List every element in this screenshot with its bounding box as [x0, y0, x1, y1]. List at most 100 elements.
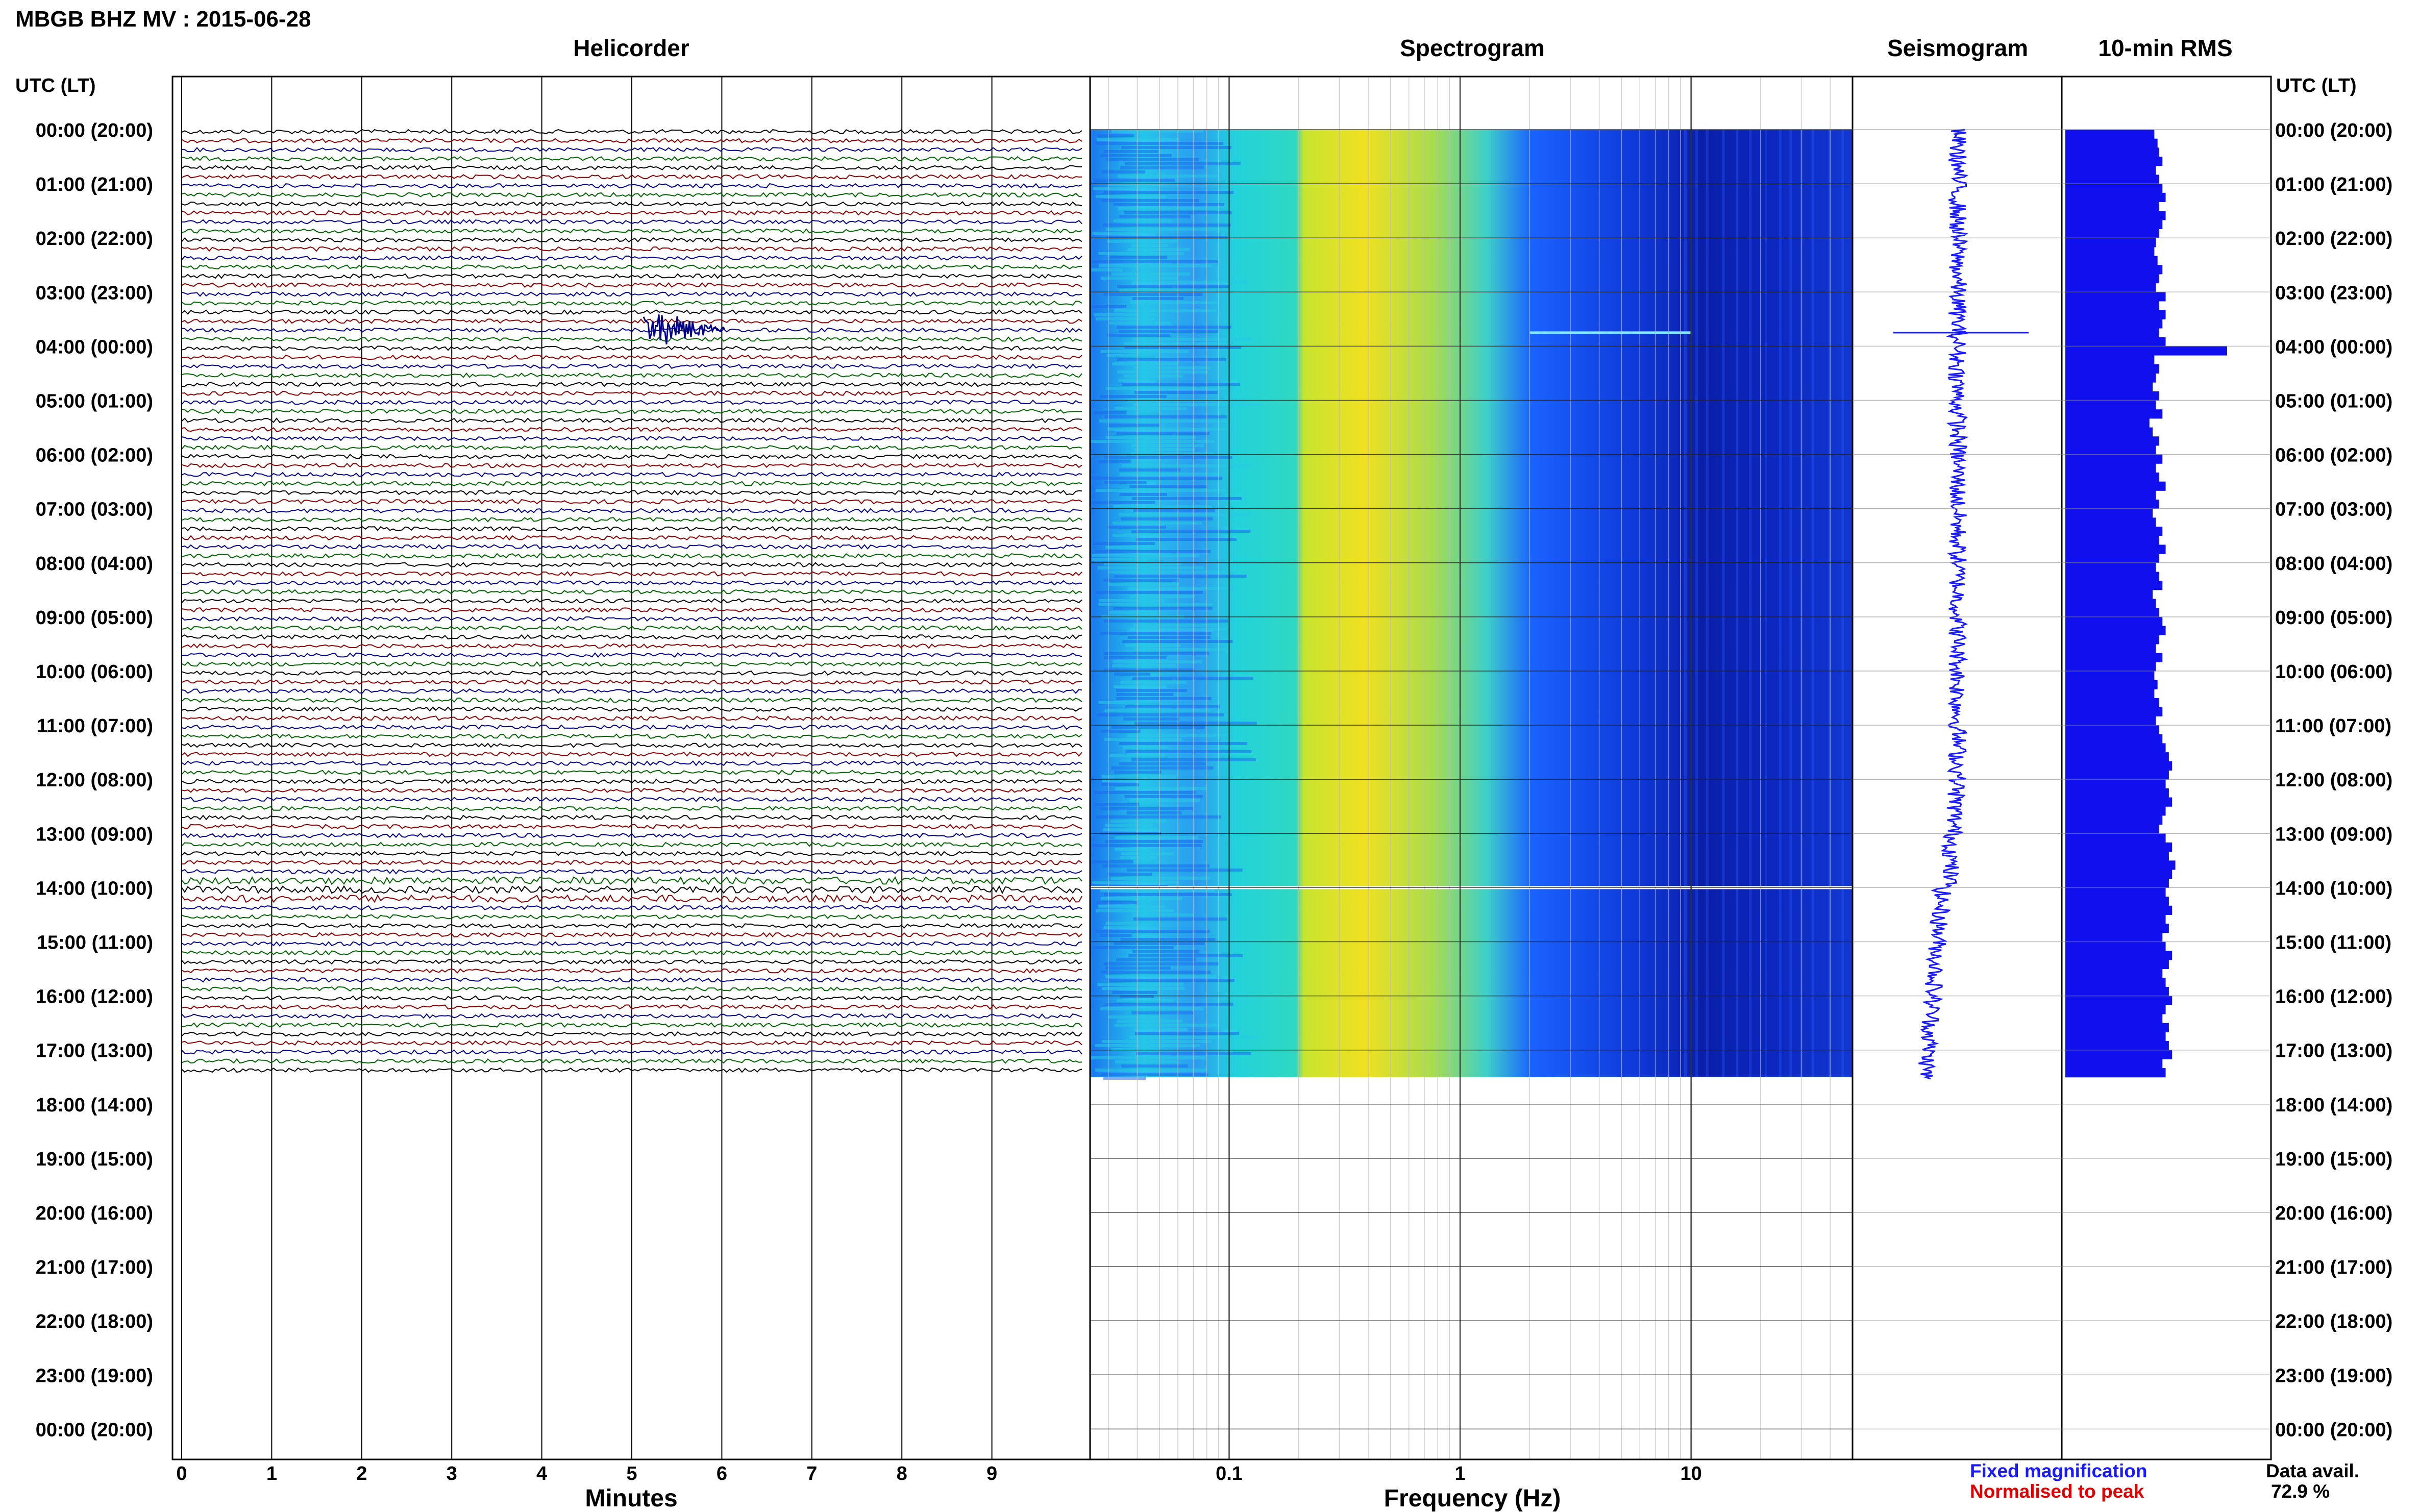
spectrogram-texture	[1100, 277, 1178, 280]
spectrogram-texture	[1127, 734, 1235, 737]
spectrogram-texture	[1114, 942, 1205, 945]
spectrogram-texture	[1119, 468, 1181, 472]
rms-bar	[2065, 680, 2158, 689]
rms-bar	[2065, 418, 2150, 428]
helicorder-trace	[181, 273, 1082, 279]
rms-bar	[2065, 373, 2156, 383]
spectrogram-texture	[1099, 599, 1164, 602]
spectrogram-texture	[1130, 595, 1195, 598]
helicorder-trace	[181, 923, 1082, 929]
spectrogram-texture	[1108, 424, 1160, 427]
rms-bar	[2065, 517, 2156, 527]
spectrogram-texture	[1097, 983, 1184, 986]
spectrogram-texture	[1133, 918, 1227, 921]
rms-bar	[2065, 662, 2156, 672]
spectrogram-texture	[1114, 219, 1172, 222]
rms-bar	[2065, 192, 2166, 202]
rms-bar	[2065, 463, 2156, 473]
rms-bar	[2065, 572, 2159, 581]
time-label-left: 11:00 (07:00)	[37, 715, 153, 737]
time-label-left: 07:00 (03:00)	[36, 499, 153, 520]
spectrogram-texture	[1132, 497, 1242, 500]
spectrogram-texture	[1789, 130, 1792, 1077]
spectrogram-texture	[1101, 783, 1139, 786]
helicorder-trace	[181, 851, 1082, 857]
time-label-right: 23:00 (19:00)	[2275, 1365, 2392, 1386]
helicorder-trace	[181, 165, 1082, 171]
helicorder-panel	[171, 76, 1091, 1460]
helicorder-trace	[181, 228, 1082, 234]
helicorder-tick-label: 7	[806, 1463, 817, 1484]
rms-bar	[2065, 508, 2153, 518]
spectrogram-texture	[1115, 848, 1151, 851]
rms-bar	[2065, 500, 2159, 509]
helicorder-trace	[181, 914, 1082, 920]
spectrogram-texture	[1091, 844, 1202, 847]
helicorder-trace	[181, 751, 1082, 757]
rms-bar	[2065, 599, 2156, 608]
helicorder-trace	[181, 932, 1082, 938]
spectrogram-texture	[1098, 264, 1213, 267]
spectrogram-texture	[1115, 836, 1199, 839]
rms-bar	[2065, 256, 2158, 265]
rms-bar	[2065, 1050, 2173, 1059]
rms-bar	[2065, 608, 2159, 617]
rms-bar	[2065, 978, 2166, 987]
rms-bar	[2065, 986, 2169, 997]
spectrogram-texture	[1129, 799, 1200, 802]
spectrogram-texture	[1132, 281, 1247, 284]
helicorder-trace	[181, 950, 1082, 956]
spectrogram-texture	[1104, 481, 1147, 484]
rms-bar	[2065, 175, 2159, 184]
rms-bar	[2065, 319, 2163, 329]
spectrogram-texture	[1118, 330, 1219, 333]
helicorder-trace	[181, 444, 1082, 451]
spectrogram-texture	[1132, 244, 1168, 247]
spectrogram-texture	[1115, 407, 1187, 410]
rms-bar	[2065, 472, 2159, 482]
spectrogram-texture	[1116, 697, 1212, 700]
time-label-right: 20:00 (16:00)	[2275, 1203, 2392, 1224]
time-label-left: 12:00 (08:00)	[36, 770, 153, 791]
rms-bar	[2065, 932, 2163, 942]
helicorder-trace	[181, 876, 1082, 885]
helicorder-trace	[181, 1040, 1082, 1046]
rms-bar	[2065, 824, 2159, 834]
rms-bar	[2065, 346, 2227, 356]
spectrogram-texture	[1104, 709, 1212, 712]
seismogram-trace	[1918, 129, 1969, 1080]
helicorder-trace	[181, 1004, 1082, 1010]
rms-bar	[2065, 1005, 2166, 1014]
spectrogram-texture	[1114, 575, 1247, 578]
helicorder-trace	[181, 643, 1082, 649]
helicorder-trace	[181, 472, 1082, 478]
spectrogram-texture	[1125, 644, 1180, 647]
spectrogram-title: Spectrogram	[1400, 35, 1545, 61]
spectrogram-texture	[1097, 713, 1224, 716]
spectrogram-texture	[1131, 1011, 1194, 1014]
helicorder-trace	[181, 192, 1082, 198]
rms-bar	[2065, 951, 2173, 960]
spectrogram-texture	[1103, 652, 1210, 655]
spectrogram-texture	[1101, 971, 1211, 974]
rms-bar	[2065, 815, 2163, 825]
spectrogram-texture	[1103, 1077, 1146, 1080]
helicorder-trace	[181, 489, 1082, 495]
data-availability-label: Data avail.	[2266, 1460, 2359, 1481]
helicorder-trace	[181, 427, 1082, 432]
spectrogram-texture	[1102, 987, 1184, 990]
spectrogram-texture	[1102, 224, 1231, 227]
helicorder-trace	[181, 309, 1082, 315]
helicorder-trace	[181, 968, 1082, 974]
spectrogram-texture	[1107, 873, 1152, 876]
spectrogram-texture	[1100, 632, 1212, 635]
rms-bar	[2065, 887, 2166, 897]
rms-bar	[2065, 643, 2156, 654]
spectrogram-texture	[1121, 852, 1174, 855]
spectrogram-texture	[1113, 607, 1213, 610]
spectrogram-texture	[1132, 338, 1252, 341]
rms-bar	[2065, 147, 2159, 157]
spectrogram-texture	[1133, 624, 1218, 627]
rms-bar	[2065, 535, 2159, 545]
